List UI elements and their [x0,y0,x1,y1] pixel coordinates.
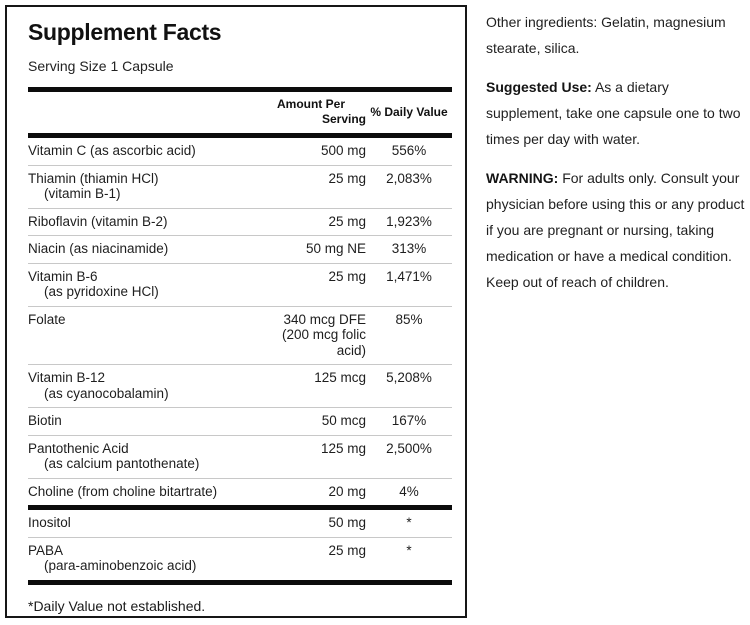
other-ingredients-paragraph: Other ingredients: Gelatin, magnesium st… [486,9,746,61]
nutrient-name-cell: Folate [28,312,266,328]
paragraph-text: As a dietary supplement, take one capsul… [486,79,741,147]
nutrient-name-cell: Vitamin B-12 (as cyanocobalamin) [28,370,266,401]
nutrient-name-cell: Choline (from choline bitartrate) [28,484,266,500]
thick-divider [28,133,452,138]
nutrient-daily-value: 2,083% [386,170,432,186]
nutrient-name: Riboflavin (vitamin B-2) [28,213,168,229]
nutrient-name: Vitamin B-12 [28,370,106,385]
nutrient-subname: (as cyanocobalamin) [44,385,169,401]
table-header: Amount Per Serving % Daily Value [28,92,452,133]
nutrient-amount: 25 mg [328,268,366,284]
nutrient-name: Pantothenic Acid [28,440,129,456]
nutrient-amount: 125 mcg [314,370,366,385]
nutrient-amount: 25 mg [328,213,366,229]
table-row: Thiamin (thiamin HCl) (vitamin B-1) 25 m… [28,164,452,208]
nutrient-daily-value: 85% [395,311,423,327]
nutrient-name-cell: Niacin (as niacinamide) [28,241,266,257]
thick-divider [28,87,452,92]
nutrient-name: Biotin [28,413,62,428]
table-row: Vitamin B-6 (as pyridoxine HCl) 25 mg 1,… [28,262,452,306]
daily-value-column-header: % Daily Value [370,105,448,119]
paragraph-text: For adults only. Consult your physician … [486,170,745,290]
nutrient-subname: (para-aminobenzoic acid) [44,558,197,573]
serving-size: Serving Size 1 Capsule [28,58,174,74]
nutrient-daily-value: 2,500% [386,440,432,456]
nutrient-subname: (as pyridoxine HCl) [44,284,159,299]
table-row: Biotin 50 mcg 167% [28,407,452,435]
nutrient-amount: 340 mcg DFE (200 mcg folic acid) [281,311,366,358]
nutrient-subname: (vitamin B-1) [44,186,121,201]
nutrient-name: Choline (from choline bitartrate) [28,483,218,499]
table-row: Pantothenic Acid (as calcium pantothenat… [28,434,452,478]
amount-column-header: Amount Per Serving [266,97,366,127]
nutrient-daily-value: 556% [391,143,427,158]
nutrient-name: Vitamin B-6 [28,268,98,284]
daily-value-footnote: *Daily Value not established. [28,597,206,614]
nutrient-name: Niacin (as niacinamide) [28,241,169,256]
nutrient-daily-value: 1,923% [386,213,432,229]
amount-header-line1: Amount Per [276,97,345,111]
nutrient-daily-value: 1,471% [386,268,432,284]
nutrient-name: Inositol [28,515,71,530]
nutrient-name-cell: Pantothenic Acid (as calcium pantothenat… [28,441,266,472]
table-row: Riboflavin (vitamin B-2) 25 mg 1,923% [28,207,452,236]
nutrient-name-cell: Vitamin C (as ascorbic acid) [28,143,266,159]
warning-paragraph: WARNING: For adults only. Consult your p… [486,165,746,295]
nutrient-amount: 25 mg [328,170,366,186]
nutrient-daily-value: 4% [399,483,419,499]
main-rows: Vitamin C (as ascorbic acid) 500 mg 556%… [28,138,452,505]
side-text-column: Other ingredients: Gelatin, magnesium st… [486,9,746,295]
nutrient-name-cell: Inositol [28,515,266,531]
table-row: PABA (para-aminobenzoic acid) 25 mg * [28,536,452,580]
suggested-use-paragraph: Suggested Use: As a dietary supplement, … [486,74,746,152]
nutrient-name-cell: Thiamin (thiamin HCl) (vitamin B-1) [28,171,266,202]
thick-divider [28,505,452,510]
nutrient-amount: 50 mcg [321,413,366,428]
nutrient-amount: 125 mg [320,440,366,456]
nutrient-name: Vitamin C (as ascorbic acid) [28,143,196,158]
thick-divider [28,579,452,585]
table-row: Choline (from choline bitartrate) 20 mg … [28,477,452,506]
nutrient-name-cell: Riboflavin (vitamin B-2) [28,214,266,230]
nutrient-name-cell: Vitamin B-6 (as pyridoxine HCl) [28,269,266,300]
amount-header-line2: Serving [321,112,366,126]
paragraph-text: Other ingredients: Gelatin, magnesium st… [486,14,726,56]
secondary-rows: Inositol 50 mg * PABA (para-aminobenzoic… [28,510,452,580]
nutrient-subname: (as calcium pantothenate) [44,456,200,471]
nutrient-daily-value: 313% [391,241,427,256]
nutrient-daily-value: 5,208% [386,370,432,385]
supplement-facts-panel: Supplement Facts Serving Size 1 Capsule … [5,5,467,618]
table-row: Inositol 50 mg * [28,510,452,537]
paragraph-label: WARNING: [486,170,559,186]
nutrient-name: PABA [28,542,64,558]
nutrient-daily-value: 167% [391,413,427,428]
nutrient-name-cell: PABA (para-aminobenzoic acid) [28,543,266,574]
table-row: Vitamin B-12 (as cyanocobalamin) 125 mcg… [28,364,452,407]
nutrient-amount: 50 mg [328,515,366,530]
nutrient-name-cell: Biotin [28,413,266,429]
nutrient-amount: 500 mg [320,143,366,158]
nutrient-daily-value: * [406,515,412,530]
table-row: Vitamin C (as ascorbic acid) 500 mg 556% [28,138,452,165]
nutrient-amount: 50 mg NE [305,241,366,256]
nutrient-name: Thiamin (thiamin HCl) [28,170,159,186]
nutrient-amount: 25 mg [328,542,366,558]
nutrient-name: Folate [28,311,66,327]
table-row: Folate 340 mcg DFE (200 mcg folic acid) … [28,305,452,365]
paragraph-label: Suggested Use: [486,79,592,95]
nutrient-daily-value: * [406,542,412,558]
panel-title: Supplement Facts [28,19,222,45]
table-row: Niacin (as niacinamide) 50 mg NE 313% [28,235,452,263]
nutrient-amount: 20 mg [328,483,366,499]
